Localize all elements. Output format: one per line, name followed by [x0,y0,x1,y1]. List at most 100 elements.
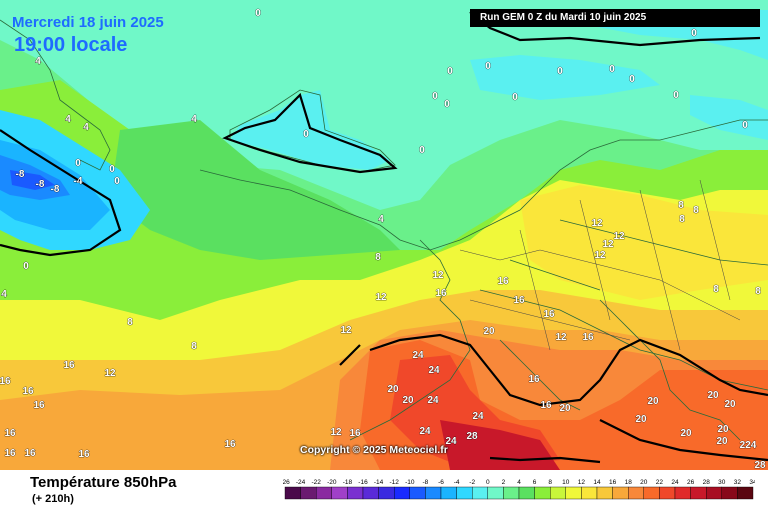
temperature-label: 8 [693,205,699,216]
legend-tick: -16 [358,479,368,486]
legend-swatch [378,486,395,500]
temperature-label: 16 [78,449,90,460]
temperature-label: 0 [742,120,748,131]
temperature-field [0,0,768,470]
legend-swatch [440,486,457,500]
legend-swatch [331,486,348,500]
legend-tick: -12 [389,479,399,486]
legend-tick: -18 [343,479,353,486]
legend-swatch [565,486,582,500]
run-info: Run GEM 0 Z du Mardi 10 juin 2025 [470,9,760,27]
temperature-label: 4 [1,289,7,300]
temperature-label: 16 [543,309,555,320]
temperature-label: 16 [435,288,447,299]
legend-tick: 24 [671,479,679,486]
legend-tick: 6 [533,479,537,486]
temperature-label: 24 [412,350,424,361]
isotherm-contours [0,11,768,464]
legend-swatch [362,486,379,500]
temperature-label: 20 [483,326,495,337]
legend-swatch [471,486,488,500]
temperature-label: 224 [740,440,757,451]
legend-tick: -14 [374,479,384,486]
temperature-label: 0 [485,61,491,72]
temperature-label: 16 [4,428,16,439]
temperature-label: 0 [114,176,120,187]
temperature-label: 28 [466,431,478,442]
legend-tick: 32 [734,479,742,486]
legend-swatch [487,486,504,500]
temperature-label: 16 [22,386,34,397]
temperature-label: 12 [591,218,603,229]
temperature-label: 0 [444,99,450,110]
temperature-label: 0 [512,92,518,103]
temperature-label: 20 [707,390,719,401]
legend-tick: -24 [296,479,306,486]
temperature-label: 16 [497,276,509,287]
temperature-label: 4 [378,214,384,225]
temperature-label: 16 [33,400,45,411]
temperature-label: -4 [74,176,83,187]
legend-swatch [316,486,333,500]
copyright: Copyright © 2025 Meteociel.fr [300,444,448,456]
temperature-label: 16 [4,448,16,459]
valid-time: 19:00 locale [14,34,128,56]
legend-tick: -20 [327,479,337,486]
legend-tick: 14 [593,479,601,486]
legend-swatch [393,486,410,500]
legend-tick: -10 [405,479,415,486]
temperature-label: 24 [428,365,440,376]
field-title: Température 850hPa [30,474,177,491]
temperature-label: 16 [528,374,540,385]
legend-swatch [706,486,723,500]
legend-swatch [456,486,473,500]
temperature-label: 16 [582,332,594,343]
legend-tick: 26 [687,479,695,486]
temperature-label: 8 [127,317,133,328]
legend-swatch [659,486,676,500]
temperature-label: 16 [24,448,36,459]
country-borders [459,179,741,351]
temperature-label: 12 [340,325,352,336]
legend-tick: 12 [578,479,586,486]
legend-tick: 18 [625,479,633,486]
legend-swatch [690,486,707,500]
legend-tick: -26 [283,479,290,486]
temperature-label: 4 [191,114,197,125]
temperature-label: 8 [191,341,197,352]
legend-swatch [643,486,660,500]
legend-swatch [674,486,691,500]
temperature-label: 0 [75,158,81,169]
temperature-label: 0 [23,261,29,272]
legend-swatch [721,486,738,500]
legend-swatch [628,486,645,500]
temperature-label: 28 [754,460,766,470]
legend-tick: 10 [562,479,570,486]
lead-time: (+ 210h) [32,493,74,505]
temperature-label: -8 [51,184,60,195]
temperature-label: 0 [609,64,615,75]
legend-tick: -4 [454,479,460,486]
legend-tick: 34 [749,479,755,486]
legend-tick: 0 [486,479,490,486]
legend-tick: 2 [502,479,506,486]
legend-swatch [300,486,317,500]
temperature-label: 0 [447,66,453,77]
temperature-label: 16 [513,295,525,306]
temperature-label: 16 [349,428,361,439]
temperature-label: 0 [109,164,115,175]
legend-swatch [409,486,426,500]
temperature-label: 24 [427,395,439,406]
temperature-label: 20 [647,396,659,407]
temperature-label: 16 [540,400,552,411]
temperature-label: 12 [375,292,387,303]
temperature-label: 12 [555,332,567,343]
legend-tick: 8 [548,479,552,486]
temperature-label: 12 [613,231,625,242]
temperature-label: 24 [445,436,457,447]
temperature-label: 0 [673,90,679,101]
legend-swatch [612,486,629,500]
temperature-label: 16 [0,376,11,387]
temperature-label: 12 [602,239,614,250]
legend-tick: -2 [469,479,475,486]
